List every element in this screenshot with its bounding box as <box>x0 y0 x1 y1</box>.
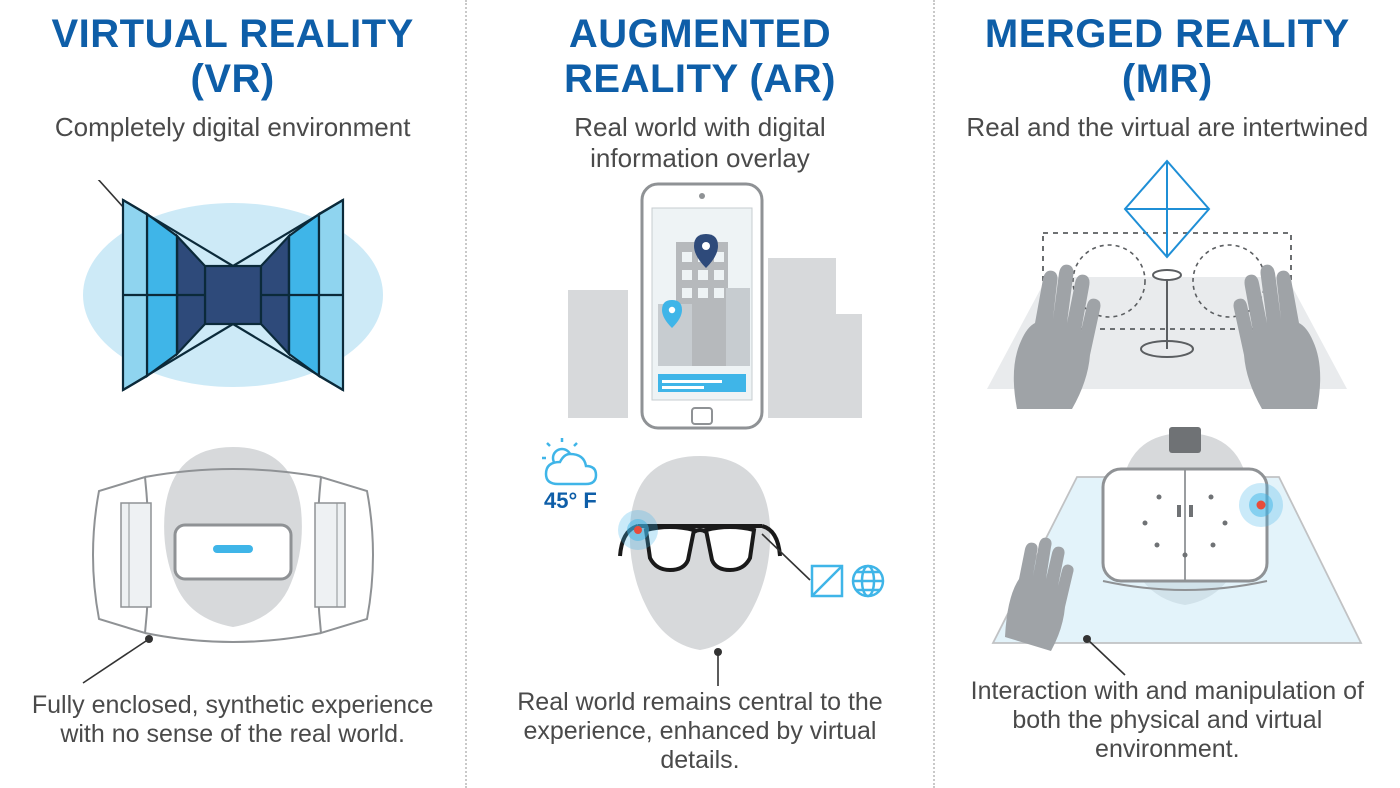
infographic-row: VIRTUAL REALITY (VR) Completely digital … <box>0 0 1400 788</box>
mr-title: MERGED REALITY (MR) <box>953 12 1382 102</box>
mr-headset-icon <box>957 427 1377 677</box>
column-ar: AUGMENTED REALITY (AR) Real world with d… <box>465 0 932 788</box>
mr-hands-icon <box>957 157 1377 427</box>
vr-caption: Fully enclosed, synthetic experience wit… <box>23 691 443 749</box>
ar-subtitle: Real world with digital information over… <box>520 112 880 174</box>
mr-hands-illustration <box>953 157 1382 427</box>
mr-subtitle: Real and the virtual are intertwined <box>966 112 1368 143</box>
vr-room-illustration <box>18 165 447 425</box>
vr-title: VIRTUAL REALITY (VR) <box>18 12 447 102</box>
vr-headset-illustration <box>18 425 447 685</box>
mr-caption: Interaction with and manipulation of bot… <box>967 677 1367 764</box>
vr-headset-icon <box>53 425 413 685</box>
column-vr: VIRTUAL REALITY (VR) Completely digital … <box>0 0 465 788</box>
weather-icon <box>542 438 596 484</box>
mr-headset-illustration <box>953 427 1382 677</box>
vr-subtitle: Completely digital environment <box>55 112 411 143</box>
ar-phone-illustration <box>485 178 914 438</box>
ar-phone-icon <box>520 178 880 438</box>
ar-glasses-icon: 45° F <box>500 438 900 688</box>
image-globe-icons <box>812 566 883 596</box>
vr-room-icon <box>73 180 393 410</box>
ar-caption: Real world remains central to the experi… <box>500 688 900 775</box>
ar-title: AUGMENTED REALITY (AR) <box>485 12 914 102</box>
ar-glasses-illustration: 45° F <box>485 438 914 688</box>
temperature-label: 45° F <box>544 488 597 513</box>
column-mr: MERGED REALITY (MR) Real and the virtual… <box>933 0 1400 788</box>
